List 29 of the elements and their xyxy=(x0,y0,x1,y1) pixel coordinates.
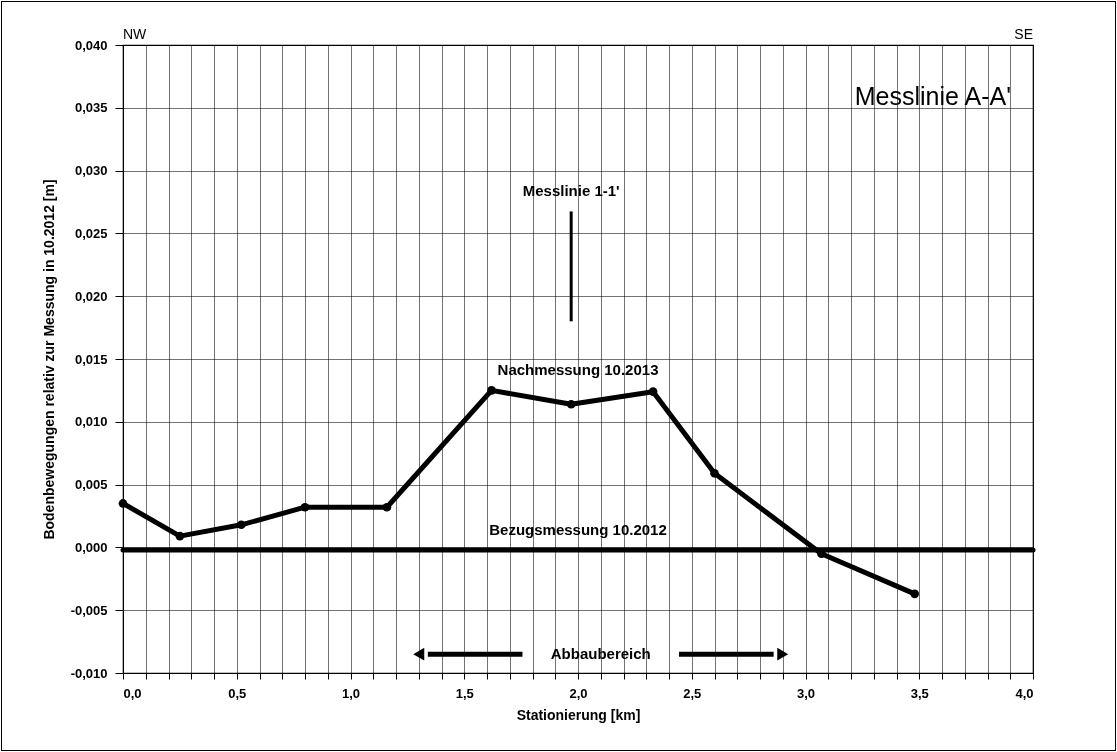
x-tick-label: 4,0 xyxy=(1015,685,1034,701)
y-tick-label: 0,000 xyxy=(74,539,108,555)
series-label: Nachmessung 10.2013 xyxy=(497,361,659,379)
y-axis-title: Bodenbewegungen relativ zur Messung in 10.2012 [m] xyxy=(40,179,57,540)
x-tick-label: 2,0 xyxy=(569,685,588,701)
annotation: Abbaubereich xyxy=(550,645,651,663)
x-axis-title: Stationierung [km] xyxy=(516,706,641,723)
y-tick-label: 0,010 xyxy=(74,414,108,430)
series-label: Bezugsmessung 10.2012 xyxy=(489,520,667,538)
text: Messlinie A-A' xyxy=(854,82,1011,110)
annotation: Messlinie 1-1' xyxy=(522,182,620,200)
x-tick-label: 1,0 xyxy=(341,685,361,701)
text: NW xyxy=(123,26,148,42)
x-tick-label: 3,5 xyxy=(910,685,929,701)
y-tick-label: 0,005 xyxy=(74,477,108,493)
x-tick-label: 0,0 xyxy=(123,685,142,701)
y-tick-label: 0,040 xyxy=(74,37,108,53)
y-tick-label: -0,005 xyxy=(70,602,108,618)
y-tick-label: -0,010 xyxy=(70,665,108,681)
y-tick-label: 0,030 xyxy=(74,163,108,179)
x-tick-label: 2,5 xyxy=(683,685,702,701)
y-tick-label: 0,035 xyxy=(74,100,108,116)
x-tick-label: 1,5 xyxy=(455,685,474,701)
text: SE xyxy=(1014,26,1033,42)
y-tick-label: 0,020 xyxy=(74,288,108,304)
x-tick-label: 3,0 xyxy=(796,685,816,701)
y-tick-label: 0,025 xyxy=(74,225,108,241)
x-tick-label: 0,5 xyxy=(228,685,247,701)
y-tick-label: 0,015 xyxy=(74,351,108,367)
